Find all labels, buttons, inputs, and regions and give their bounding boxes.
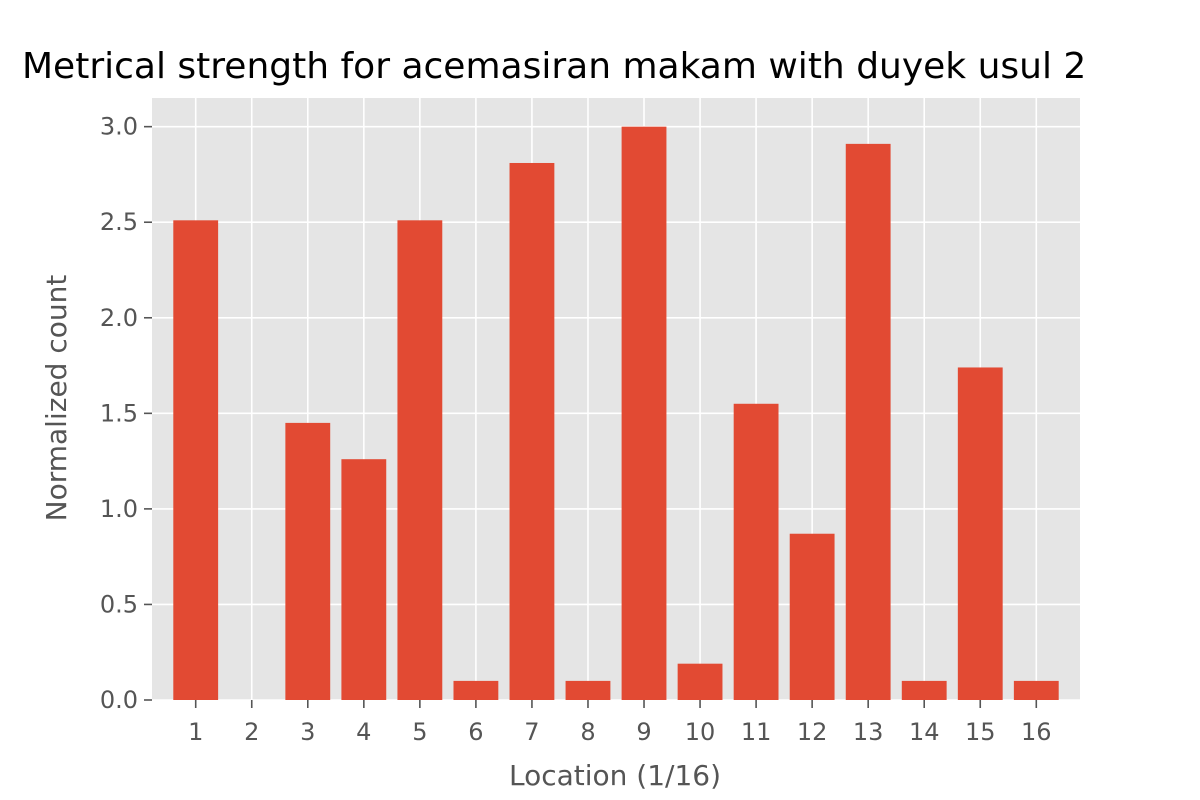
x-tick-label: 6 — [468, 718, 483, 746]
bar — [397, 220, 443, 701]
y-tick-label: 2.0 — [100, 304, 138, 332]
x-tick-label: 12 — [797, 718, 828, 746]
x-tick-label: 2 — [244, 718, 259, 746]
x-tick-label: 9 — [636, 718, 651, 746]
bar — [789, 533, 835, 700]
bar — [845, 143, 891, 700]
x-tick-label: 5 — [412, 718, 427, 746]
x-tick-label: 13 — [853, 718, 884, 746]
bar — [341, 459, 387, 700]
bar — [173, 220, 219, 701]
x-axis-label: Location (1/16) — [509, 759, 721, 792]
y-tick-label: 0.5 — [100, 590, 138, 618]
bar — [957, 367, 1003, 700]
y-tick-label: 1.0 — [100, 495, 138, 523]
axis-ticks: 0.00.51.01.52.02.53.01 2 3 4 5 6 7 8 9 10 11 12 13 14… — [100, 113, 1052, 746]
y-tick-label: 1.5 — [100, 399, 138, 427]
bar — [453, 680, 499, 700]
x-tick-label: 8 — [580, 718, 595, 746]
y-axis-label: Normalized count — [40, 275, 73, 522]
bar — [565, 680, 611, 700]
x-tick-label: 7 — [524, 718, 539, 746]
bar — [1013, 680, 1059, 700]
x-tick-label: 4 — [356, 718, 371, 746]
x-tick-label: 10 — [685, 718, 716, 746]
x-tick-label: 14 — [909, 718, 940, 746]
x-tick-label: 11 — [741, 718, 772, 746]
bars — [173, 126, 1059, 701]
bar — [285, 422, 331, 700]
y-tick-label: 2.5 — [100, 208, 138, 236]
bar — [901, 680, 947, 700]
x-tick-label: 3 — [300, 718, 315, 746]
bar — [621, 126, 667, 700]
x-tick-label: 15 — [965, 718, 996, 746]
bar — [677, 663, 723, 700]
x-tick-label: 16 — [1021, 718, 1052, 746]
bar — [509, 162, 555, 700]
y-tick-label: 3.0 — [100, 113, 138, 141]
x-tick-label: 1 — [188, 718, 203, 746]
chart-title: Metrical strength for acemasiran makam w… — [22, 46, 1086, 87]
y-tick-label: 0.0 — [100, 686, 138, 714]
bar — [733, 403, 779, 700]
